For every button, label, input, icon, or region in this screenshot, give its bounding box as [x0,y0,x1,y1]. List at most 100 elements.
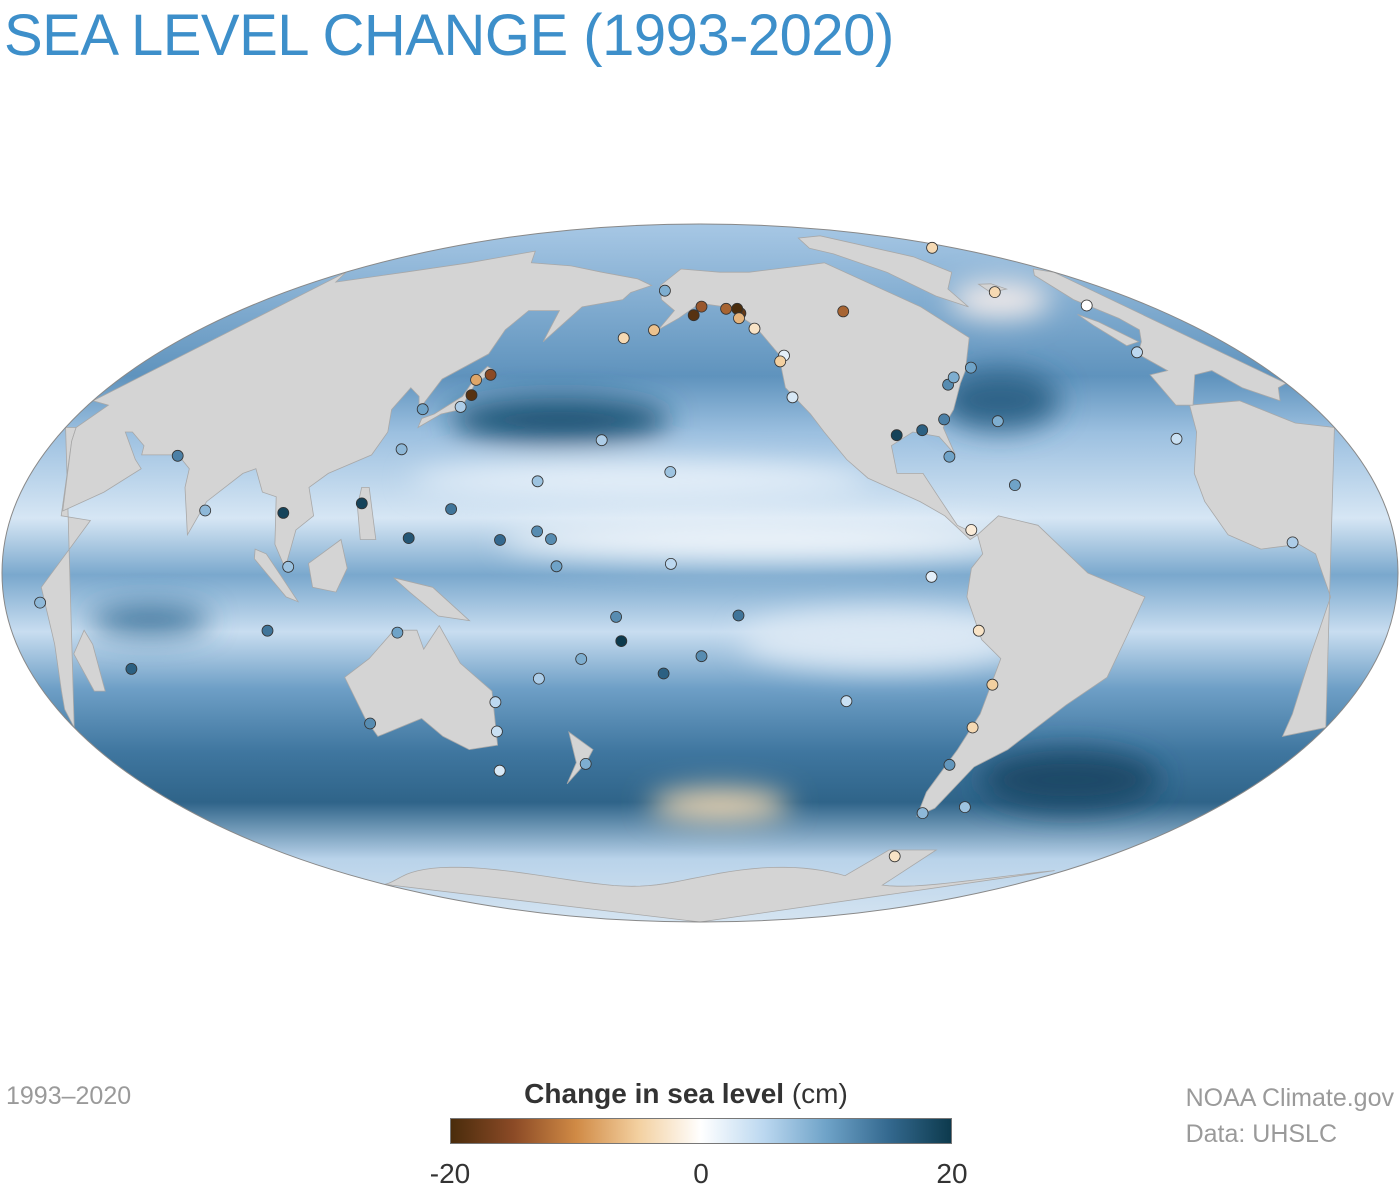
legend-title-unit: (cm) [791,1078,848,1109]
legend-tick-max: 20 [936,1158,968,1189]
station-marker [595,434,608,447]
station-marker [991,415,1004,428]
station-marker [484,368,497,381]
station-marker [445,503,458,516]
station-marker [1286,536,1299,549]
station-marker [943,758,956,771]
station-marker [550,560,563,573]
station-marker [1170,432,1183,445]
station-marker [282,560,295,573]
station-marker [837,305,850,318]
station-marker [1131,346,1143,359]
station-marker [959,801,971,813]
station-marker [916,424,929,437]
station-marker [533,672,545,685]
station-marker [965,361,977,374]
station-marker [695,300,708,313]
station-marker [125,663,138,675]
globe-outline [1,223,1399,923]
station-marker [579,758,592,770]
station-marker [748,322,761,335]
station-marker [364,717,377,730]
station-marker [648,324,660,337]
station-marker [261,624,274,637]
station-marker [454,400,467,413]
credits: NOAA Climate.gov Data: UHSLC [1186,1080,1394,1152]
legend-title: Change in sea level (cm) [420,1078,952,1110]
station-marker [733,312,745,325]
station-marker [687,309,700,322]
station-marker [199,504,212,517]
station-marker [489,696,502,709]
date-range-label: 1993–2020 [6,1082,132,1110]
station-marker [938,413,950,426]
land-africa-west [1189,400,1335,737]
land-borneo [308,538,348,593]
station-marker [926,241,938,254]
land-madagascar [73,629,106,692]
station-marker [888,850,901,863]
station-marker [657,667,670,680]
station-marker [972,624,985,637]
color-legend: Change in sea level (cm) -20 0 20 [430,1078,968,1189]
station-marker [965,524,978,536]
station-marker [470,373,483,386]
station-marker [986,678,999,691]
station-marker [943,450,956,463]
station-marker [615,635,628,647]
station-marker [395,443,408,456]
legend-tick-mid: 0 [693,1158,709,1189]
credit-source: NOAA Climate.gov [1185,1084,1394,1112]
land-south-america [916,515,1146,817]
station-marker [34,596,46,609]
station-marker [575,653,588,665]
legend-tick-min: -20 [429,1158,471,1189]
station-marker [171,449,184,462]
world-map [1,223,1399,923]
station-marker [1080,299,1093,312]
land-britain [1077,314,1140,347]
land-sumatra [253,548,300,603]
station-marker [493,764,506,777]
legend-title-main: Change in sea level [524,1078,785,1109]
station-marker [916,807,929,819]
station-marker [665,558,677,570]
land-new-zealand [566,731,594,785]
tide-gauge-stations [34,241,1299,863]
station-marker [465,389,478,402]
station-marker [531,475,544,488]
station-marker [774,355,787,368]
station-marker [277,507,290,519]
station-marker [659,284,671,297]
station-marker [720,302,732,315]
station-marker [925,570,938,583]
land-new-guinea [393,577,471,622]
station-marker [695,650,708,663]
ocean [2,224,1398,922]
station-marker [732,609,745,622]
ocean-anomaly-texture [90,282,1160,821]
station-marker [947,371,960,384]
page-title: SEA LEVEL CHANGE (1993-2020) [4,3,894,68]
land-antarctica [384,849,1055,922]
station-marker [988,286,1001,299]
station-marker [531,525,543,538]
station-marker [402,532,415,544]
land-greenland [797,235,969,308]
legend-color-bar [450,1118,952,1144]
credit-data: Data: UHSLC [1185,1120,1338,1148]
station-marker [890,429,903,442]
station-marker [416,403,429,416]
station-marker [786,391,799,404]
land-masses [40,235,1335,922]
station-marker [391,626,404,639]
station-marker [1009,479,1021,492]
station-marker [490,725,503,738]
land-eurasia-east [62,250,653,570]
station-marker [840,695,853,708]
station-marker [494,534,506,546]
station-marker [966,721,979,734]
station-marker [664,466,677,478]
station-marker [610,611,622,623]
globe [2,224,1398,922]
